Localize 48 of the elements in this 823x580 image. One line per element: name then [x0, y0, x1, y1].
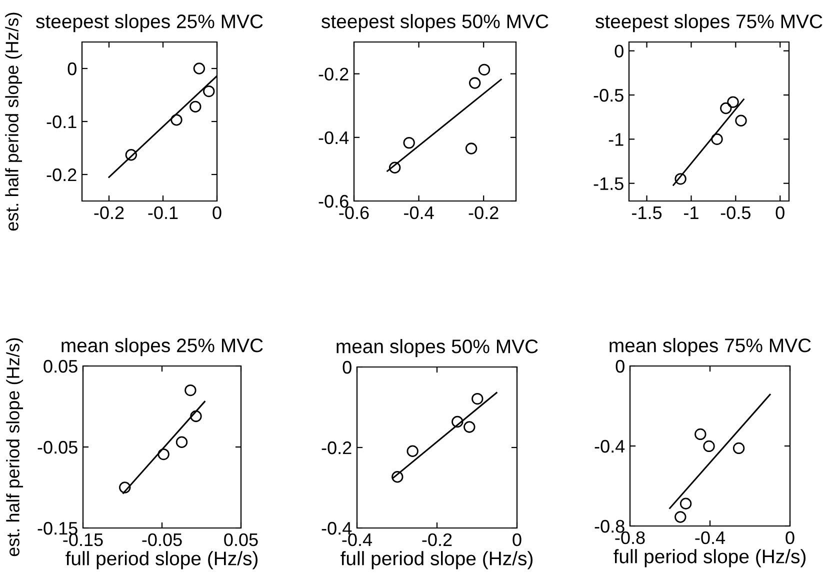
- y-tick-label: -1: [608, 133, 624, 146]
- chart-title: steepest slopes 50% MVC: [322, 14, 548, 32]
- x-tick-label: -0.4: [342, 533, 372, 546]
- x-tick-label: -0.2: [94, 206, 124, 220]
- x-tick-label: 0: [786, 531, 794, 544]
- y-tick-label: -0.05: [38, 440, 78, 454]
- x-tick-label: -0.6: [339, 206, 369, 220]
- x-tick-label: 0.05: [224, 533, 258, 546]
- x-tick-label: -0.4: [404, 206, 434, 220]
- x-tick-label: -0.15: [63, 533, 103, 546]
- x-axis-title: full period slope (Hz/s): [614, 549, 806, 568]
- x-axis-title: full period slope (Hz/s): [66, 551, 258, 570]
- y-tick-label: -0.2: [322, 441, 352, 454]
- x-tick-label: -0.1: [148, 206, 178, 220]
- y-tick-label: -0.2: [318, 68, 348, 81]
- y-tick-label: -0.15: [38, 522, 78, 535]
- y-tick-label: -0.4: [594, 440, 625, 453]
- chart-title: mean slopes 25% MVC: [62, 338, 263, 356]
- y-axis-title: est. half period slope (Hz/s): [6, 338, 23, 556]
- y-tick-label: -0.4: [318, 131, 349, 144]
- y-tick-label: -0.2: [46, 168, 76, 182]
- x-tick-label: -1.5: [632, 206, 662, 220]
- chart-title: steepest slopes 25% MVC: [36, 14, 263, 32]
- y-tick-label: 0: [616, 360, 624, 373]
- chart-title: mean slopes 75% MVC: [610, 338, 811, 356]
- y-tick-label: 0.05: [44, 360, 78, 373]
- x-tick-label: -0.4: [695, 531, 726, 544]
- y-tick-label: 0: [68, 62, 76, 76]
- y-tick-label: 0: [614, 44, 624, 58]
- x-axis-title: full period slope (Hz/s): [340, 551, 533, 570]
- y-tick-label: -0.4: [322, 522, 352, 535]
- y-tick-label: -0.5: [594, 88, 624, 102]
- x-tick-label: -0.2: [468, 206, 498, 220]
- x-tick-label: 0: [212, 206, 222, 220]
- y-tick-label: 0: [342, 360, 352, 374]
- x-tick-label: 0: [512, 533, 522, 546]
- x-tick-label: 0: [776, 206, 784, 220]
- x-tick-label: -0.05: [142, 533, 182, 546]
- y-tick-label: -0.8: [594, 520, 624, 533]
- y-tick-label: -1.5: [594, 177, 624, 190]
- x-tick-label: -0.2: [422, 533, 452, 546]
- chart-title: mean slopes 50% MVC: [336, 339, 538, 358]
- y-axis-title: est. half period slope (Hz/s): [5, 12, 22, 231]
- chart-title: steepest slopes 75% MVC: [596, 14, 822, 32]
- x-tick-label: -1: [684, 206, 698, 219]
- x-tick-label: -0.5: [720, 206, 750, 220]
- y-tick-label: -0.1: [46, 115, 76, 128]
- y-tick-label: -0.6: [318, 194, 348, 208]
